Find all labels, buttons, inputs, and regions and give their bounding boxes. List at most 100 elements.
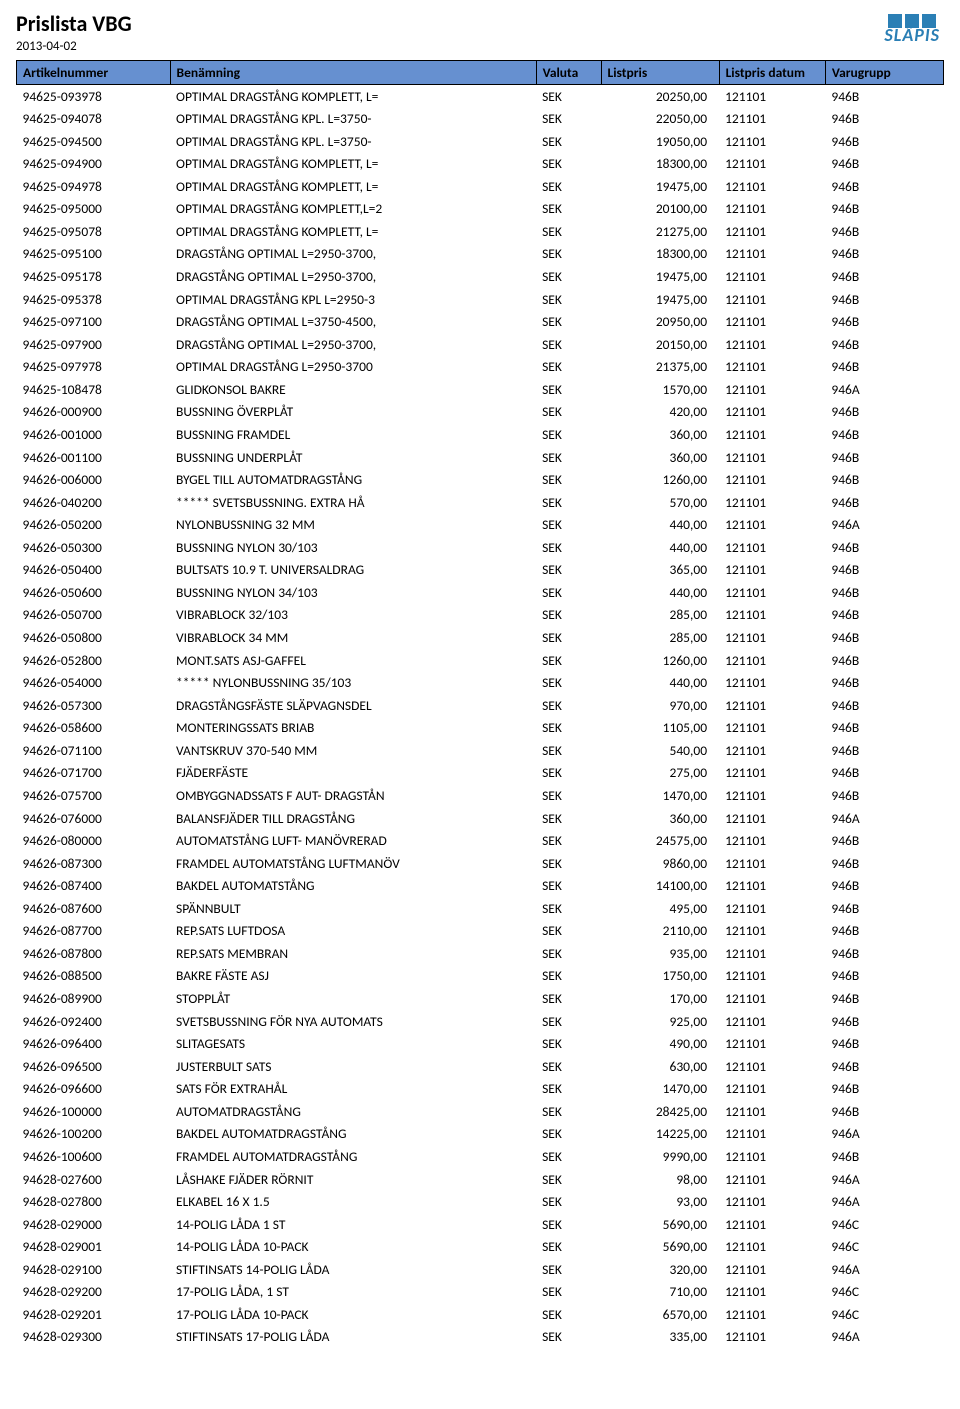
table-cell: 946B [825, 852, 943, 875]
table-row: 94628-029300STIFTINSATS 17-POLIG LÅDASEK… [17, 1326, 944, 1349]
table-cell: 94626-089900 [17, 988, 171, 1011]
table-cell: BUSSNING NYLON 34/103 [170, 581, 536, 604]
table-cell: 946B [825, 920, 943, 943]
table-cell: 946C [825, 1303, 943, 1326]
table-cell: 570,00 [601, 491, 719, 514]
table-cell: 121101 [719, 311, 825, 334]
table-cell: NYLONBUSSNING 32 MM [170, 514, 536, 537]
table-cell: 14225,00 [601, 1123, 719, 1146]
table-cell: 94626-087600 [17, 897, 171, 920]
table-cell: VIBRABLOCK 32/103 [170, 604, 536, 627]
table-cell: 946B [825, 762, 943, 785]
table-cell: 94626-050700 [17, 604, 171, 627]
table-cell: 946B [825, 942, 943, 965]
table-cell: 94625-095178 [17, 266, 171, 289]
table-cell: 94626-087300 [17, 852, 171, 875]
table-cell: STIFTINSATS 17-POLIG LÅDA [170, 1326, 536, 1349]
table-cell: FRAMDEL AUTOMATSTÅNG LUFTMANÖV [170, 852, 536, 875]
table-cell: VIBRABLOCK 34 MM [170, 627, 536, 650]
table-cell: 121101 [719, 469, 825, 492]
table-cell: BAKRE FÄSTE ASJ [170, 965, 536, 988]
logo: SLÄPIS [884, 14, 940, 46]
table-row: 94626-050200NYLONBUSSNING 32 MMSEK440,00… [17, 514, 944, 537]
table-cell: 121101 [719, 153, 825, 176]
table-cell: 94626-050800 [17, 627, 171, 650]
table-cell: 1750,00 [601, 965, 719, 988]
table-cell: VANTSKRUV 370-540 MM [170, 739, 536, 762]
table-row: 94626-088500BAKRE FÄSTE ASJSEK1750,00121… [17, 965, 944, 988]
table-row: 94628-02920117-POLIG LÅDA 10-PACKSEK6570… [17, 1303, 944, 1326]
table-cell: 19475,00 [601, 175, 719, 198]
table-cell: 19475,00 [601, 288, 719, 311]
table-cell: SEK [536, 1168, 601, 1191]
table-cell: 94626-087700 [17, 920, 171, 943]
table-row: 94628-02920017-POLIG LÅDA, 1 STSEK710,00… [17, 1281, 944, 1304]
page-title: Prislista VBG [16, 10, 132, 37]
table-cell: 121101 [719, 446, 825, 469]
page-header: Prislista VBG 2013-04-02 SLÄPIS [16, 10, 944, 54]
table-cell: 121101 [719, 672, 825, 695]
table-cell: 98,00 [601, 1168, 719, 1191]
table-row: 94626-006000BYGEL TILL AUTOMATDRAGSTÅNGS… [17, 469, 944, 492]
table-row: 94626-096400SLITAGESATSSEK490,0012110194… [17, 1033, 944, 1056]
table-cell: 121101 [719, 514, 825, 537]
table-cell: 121101 [719, 1258, 825, 1281]
table-cell: 22050,00 [601, 108, 719, 131]
table-row: 94626-050600BUSSNING NYLON 34/103SEK440,… [17, 581, 944, 604]
table-cell: 946B [825, 446, 943, 469]
table-cell: SEK [536, 401, 601, 424]
table-cell: 275,00 [601, 762, 719, 785]
table-row: 94625-097978OPTIMAL DRAGSTÅNG L=2950-370… [17, 356, 944, 379]
table-cell: 121101 [719, 130, 825, 153]
table-cell: OPTIMAL DRAGSTÅNG KPL L=2950-3 [170, 288, 536, 311]
table-cell: 121101 [719, 378, 825, 401]
table-cell: 94626-075700 [17, 784, 171, 807]
table-cell: OPTIMAL DRAGSTÅNG KOMPLETT, L= [170, 153, 536, 176]
table-cell: OPTIMAL DRAGSTÅNG KPL. L=3750- [170, 108, 536, 131]
table-cell: 94626-087800 [17, 942, 171, 965]
table-cell: MONT.SATS ASJ-GAFFEL [170, 649, 536, 672]
table-cell: 121101 [719, 423, 825, 446]
table-cell: 94626-100000 [17, 1100, 171, 1123]
table-cell: SEK [536, 852, 601, 875]
table-cell: 121101 [719, 243, 825, 266]
table-cell: 946B [825, 581, 943, 604]
table-cell: OMBYGGNADSSATS F AUT- DRAGSTÅN [170, 784, 536, 807]
table-cell: 946A [825, 1168, 943, 1191]
table-cell: 20250,00 [601, 85, 719, 108]
table-cell: REP.SATS LUFTDOSA [170, 920, 536, 943]
table-cell: SEK [536, 311, 601, 334]
table-cell: FJÄDERFÄSTE [170, 762, 536, 785]
table-row: 94626-054000***** NYLONBUSSNING 35/103SE… [17, 672, 944, 695]
table-cell: 121101 [719, 1010, 825, 1033]
table-row: 94625-097100DRAGSTÅNG OPTIMAL L=3750-450… [17, 311, 944, 334]
table-row: 94625-095078OPTIMAL DRAGSTÅNG KOMPLETT, … [17, 220, 944, 243]
table-cell: SEK [536, 1213, 601, 1236]
table-cell: 20150,00 [601, 333, 719, 356]
col-header-listpris-datum: Listpris datum [719, 61, 825, 85]
table-cell: 94626-087400 [17, 875, 171, 898]
table-row: 94628-027800ELKABEL 16 X 1.5SEK93,001211… [17, 1191, 944, 1214]
col-header-varugrupp: Varugrupp [825, 61, 943, 85]
table-cell: 9990,00 [601, 1145, 719, 1168]
table-cell: SLITAGESATS [170, 1033, 536, 1056]
table-cell: 121101 [719, 649, 825, 672]
table-cell: SEK [536, 965, 601, 988]
table-cell: AUTOMATDRAGSTÅNG [170, 1100, 536, 1123]
table-cell: 946B [825, 965, 943, 988]
table-cell: 121101 [719, 198, 825, 221]
table-head: Artikelnummer Benämning Valuta Listpris … [17, 61, 944, 85]
table-cell: 94625-095078 [17, 220, 171, 243]
table-row: 94626-096600SATS FÖR EXTRAHÅLSEK1470,001… [17, 1078, 944, 1101]
table-cell: ***** SVETSBUSSNING. EXTRA HÅ [170, 491, 536, 514]
table-cell: 946B [825, 897, 943, 920]
table-cell: 94625-094900 [17, 153, 171, 176]
table-cell: SEK [536, 536, 601, 559]
table-cell: SEK [536, 514, 601, 537]
table-cell: 121101 [719, 965, 825, 988]
table-cell: 94628-029300 [17, 1326, 171, 1349]
table-cell: SEK [536, 1123, 601, 1146]
table-cell: 946A [825, 378, 943, 401]
table-cell: 6570,00 [601, 1303, 719, 1326]
table-cell: SEK [536, 875, 601, 898]
